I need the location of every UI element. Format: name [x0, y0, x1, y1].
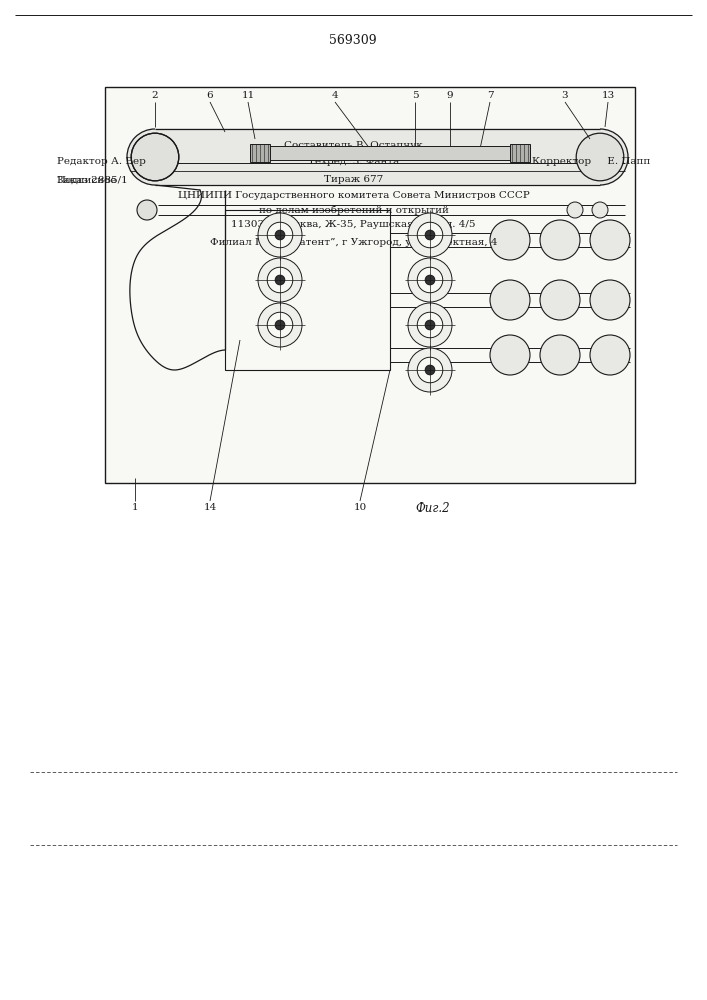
Circle shape — [408, 348, 452, 392]
Text: по делам изобретений и открытий: по делам изобретений и открытий — [259, 205, 448, 215]
Bar — [510, 144, 530, 162]
Circle shape — [408, 213, 452, 257]
Text: 6: 6 — [206, 91, 214, 100]
Bar — [105, 87, 635, 483]
Circle shape — [576, 133, 624, 181]
Bar — [250, 144, 270, 162]
Text: 113035, Москва, Ж-35, Раушская наб., д. 4/5: 113035, Москва, Ж-35, Раушская наб., д. … — [231, 219, 476, 229]
Circle shape — [425, 320, 435, 330]
Circle shape — [258, 303, 302, 347]
Circle shape — [258, 213, 302, 257]
Circle shape — [408, 258, 452, 302]
Text: 1: 1 — [132, 504, 139, 512]
Text: 3: 3 — [561, 91, 568, 100]
Circle shape — [275, 320, 285, 330]
Text: Подписное: Подписное — [57, 176, 117, 184]
Circle shape — [590, 335, 630, 375]
Text: 11: 11 — [241, 91, 255, 100]
Circle shape — [592, 202, 608, 218]
Circle shape — [425, 230, 435, 240]
Circle shape — [490, 280, 530, 320]
Text: Заказ 2885/1: Заказ 2885/1 — [57, 176, 127, 184]
Text: 13: 13 — [602, 91, 614, 100]
Text: ЦНИИПИ Государственного комитета Совета Министров СССР: ЦНИИПИ Государственного комитета Совета … — [177, 192, 530, 200]
Circle shape — [417, 267, 443, 293]
Circle shape — [258, 258, 302, 302]
Circle shape — [590, 280, 630, 320]
Circle shape — [417, 312, 443, 338]
Circle shape — [590, 220, 630, 260]
Text: Корректор     Е. Папп: Корректор Е. Папп — [532, 157, 650, 166]
Circle shape — [137, 200, 157, 220]
Text: 14: 14 — [204, 504, 216, 512]
Circle shape — [540, 335, 580, 375]
Text: 5: 5 — [411, 91, 419, 100]
Text: 7: 7 — [486, 91, 493, 100]
Bar — [250, 146, 530, 160]
Circle shape — [267, 267, 293, 293]
Circle shape — [540, 280, 580, 320]
Text: Составитель В. Остапчук: Составитель В. Остапчук — [284, 140, 423, 149]
Bar — [225, 210, 390, 370]
Circle shape — [425, 275, 435, 285]
Text: 2: 2 — [152, 91, 158, 100]
Circle shape — [425, 365, 435, 375]
Text: 9: 9 — [447, 91, 453, 100]
Circle shape — [408, 303, 452, 347]
Circle shape — [132, 133, 179, 181]
Circle shape — [267, 222, 293, 248]
Circle shape — [267, 312, 293, 338]
Circle shape — [490, 335, 530, 375]
Circle shape — [490, 220, 530, 260]
Text: 10: 10 — [354, 504, 367, 512]
Text: Тираж 677: Тираж 677 — [324, 176, 383, 184]
Circle shape — [275, 230, 285, 240]
Text: Филиал ППП “Патент”, г Ужгород, ул. Проектная, 4: Филиал ППП “Патент”, г Ужгород, ул. Прое… — [210, 237, 497, 247]
Circle shape — [275, 275, 285, 285]
Text: 569309: 569309 — [329, 33, 377, 46]
Text: Техред  З. Фанта: Техред З. Фанта — [308, 157, 399, 166]
Text: 4: 4 — [332, 91, 339, 100]
Circle shape — [567, 202, 583, 218]
Polygon shape — [127, 129, 628, 185]
Text: Редактор А. Бер: Редактор А. Бер — [57, 157, 146, 166]
Circle shape — [417, 222, 443, 248]
Circle shape — [417, 357, 443, 383]
Circle shape — [540, 220, 580, 260]
Text: Фиг.2: Фиг.2 — [415, 502, 450, 514]
